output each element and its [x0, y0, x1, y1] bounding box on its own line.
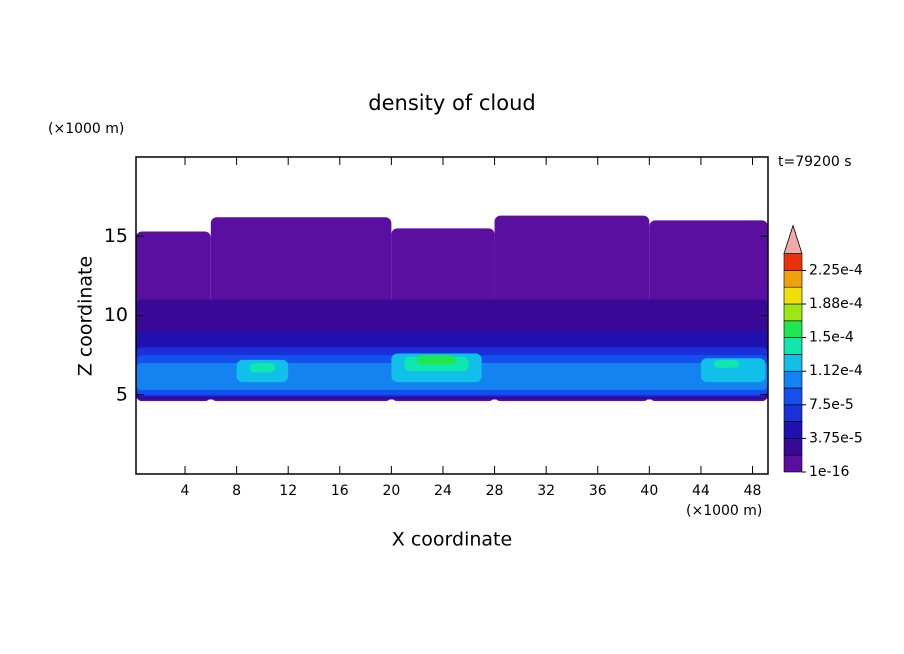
x-tick-label: 16 [331, 483, 349, 499]
colorbar-bin [783, 387, 803, 406]
x-tick-label: 4 [181, 483, 190, 499]
colorbar-bin [783, 370, 803, 389]
y-axis-title: Z coordinate [75, 256, 97, 376]
colorbar-bin [783, 404, 803, 422]
y-tick-label: 5 [116, 383, 128, 405]
x-tick-label: 40 [640, 483, 658, 499]
colorbar-tick-label: 3.75e-5 [809, 430, 863, 446]
x-unit: (×1000 m) [686, 503, 762, 519]
colorbar-extension [783, 224, 803, 255]
x-tick-label: 12 [279, 483, 297, 499]
y-tick-label: 10 [104, 304, 128, 326]
contour-region [249, 363, 276, 373]
colorbar-tick-label: 2.25e-4 [809, 262, 863, 278]
colorbar-bin [783, 286, 803, 305]
contour-region [417, 355, 456, 365]
contour-region [713, 359, 740, 368]
x-tick-label: 20 [382, 483, 400, 499]
colorbar-tick-label: 1.5e-4 [809, 330, 854, 346]
colorbar-bin [783, 337, 803, 355]
colorbar-tick-label: 1.12e-4 [809, 363, 863, 379]
colorbar-bin [783, 253, 803, 271]
x-axis-title: X coordinate [392, 529, 512, 551]
x-tick-label: 36 [589, 483, 607, 499]
colorbar-bin [783, 421, 803, 439]
colorbar-tick-label: 1.88e-4 [809, 296, 863, 312]
colorbar-bin [783, 454, 803, 473]
colorbar-bin [783, 354, 803, 372]
colorbar-bin [783, 320, 803, 338]
x-tick-label: 8 [232, 483, 241, 499]
x-tick-label: 28 [486, 483, 504, 499]
x-tick-label: 24 [434, 483, 452, 499]
x-tick-label: 44 [692, 483, 710, 499]
colorbar-tick-label: 7.5e-5 [809, 397, 854, 413]
plot-area [136, 215, 768, 402]
colorbar-bin [783, 270, 803, 288]
y-unit: (×1000 m) [48, 121, 124, 137]
colorbar-bin [783, 438, 803, 456]
y-tick-label: 15 [104, 225, 128, 247]
colorbar-tick-label: 1e-16 [809, 464, 849, 480]
chart-title: density of cloud [368, 91, 535, 115]
x-tick-label: 48 [744, 483, 762, 499]
colorbar-bin [783, 303, 803, 322]
x-tick-label: 32 [537, 483, 555, 499]
time-label: t=79200 s [778, 154, 852, 170]
